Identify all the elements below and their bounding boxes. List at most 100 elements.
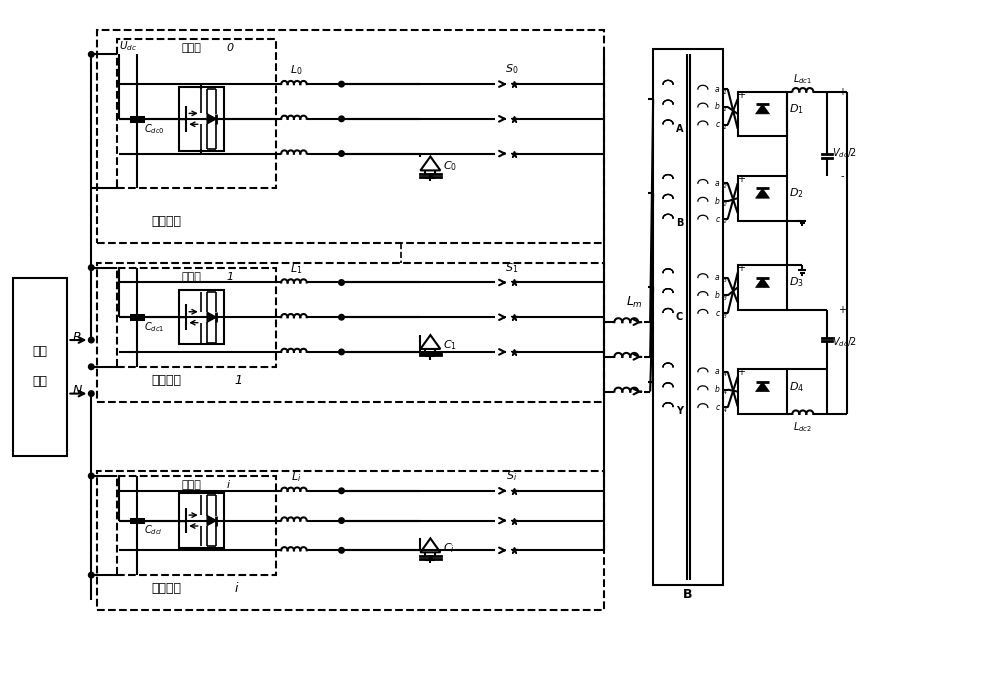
Polygon shape (756, 278, 769, 287)
Text: +: + (737, 263, 745, 273)
Text: N: N (72, 384, 82, 397)
Text: +: + (838, 305, 846, 315)
Text: 阵列: 阵列 (33, 375, 48, 388)
Text: $D_2$: $D_2$ (789, 186, 804, 200)
Polygon shape (756, 104, 769, 114)
Text: B: B (683, 589, 693, 601)
Polygon shape (207, 516, 216, 526)
Text: $L_{dc2}$: $L_{dc2}$ (793, 420, 812, 433)
Text: A: A (676, 124, 683, 134)
Circle shape (88, 265, 94, 271)
Bar (117, 268, 276, 367)
Circle shape (339, 518, 344, 523)
Text: P: P (72, 330, 80, 344)
Polygon shape (756, 382, 769, 392)
Polygon shape (756, 188, 769, 198)
Circle shape (339, 81, 344, 87)
Bar (738, 370, 787, 414)
Text: $C_{dci}$: $C_{dci}$ (144, 523, 163, 537)
Text: 1: 1 (723, 125, 727, 131)
Text: 1: 1 (227, 271, 234, 282)
Text: +: + (737, 174, 745, 184)
Text: +: + (737, 368, 745, 377)
Text: c: c (716, 120, 720, 129)
Text: $C_0$: $C_0$ (443, 159, 457, 173)
Circle shape (88, 364, 94, 370)
Text: 3: 3 (723, 278, 727, 283)
Circle shape (88, 391, 94, 396)
Text: $S_1$: $S_1$ (505, 261, 519, 275)
Text: a: a (715, 85, 720, 93)
Text: 从逆变器: 从逆变器 (152, 582, 182, 595)
Text: 3: 3 (723, 296, 727, 301)
Text: i: i (234, 582, 238, 595)
Text: $V_{dc}/2$: $V_{dc}/2$ (832, 146, 857, 160)
Text: $D_4$: $D_4$ (789, 380, 804, 394)
Text: C: C (676, 312, 683, 322)
Text: $V_{dc}/2$: $V_{dc}/2$ (832, 336, 857, 350)
Text: -: - (840, 171, 844, 181)
Text: 2: 2 (723, 184, 727, 189)
Text: c: c (716, 214, 720, 223)
Text: 光伏: 光伏 (33, 346, 48, 359)
Text: 1: 1 (723, 89, 727, 95)
Text: 逆变桥: 逆变桥 (182, 43, 202, 54)
Text: B: B (676, 218, 683, 228)
Text: b: b (715, 196, 720, 205)
Bar (117, 476, 276, 575)
Text: +: + (737, 89, 745, 100)
Bar (179, 290, 224, 344)
Circle shape (339, 488, 344, 493)
Text: Y: Y (676, 407, 683, 416)
Text: 4: 4 (723, 390, 727, 395)
Bar (97, 30, 604, 243)
Text: $C_{dc0}$: $C_{dc0}$ (144, 122, 165, 135)
Circle shape (88, 572, 94, 578)
Bar (13, 278, 67, 456)
Text: 4: 4 (723, 408, 727, 413)
Text: $L_{dc1}$: $L_{dc1}$ (793, 72, 812, 86)
Text: b: b (715, 291, 720, 300)
Text: 4: 4 (723, 372, 727, 377)
Circle shape (339, 150, 344, 157)
Bar (97, 471, 604, 610)
Text: +: + (838, 87, 846, 97)
Bar (117, 39, 276, 188)
Text: $C_i$: $C_i$ (443, 541, 455, 555)
Text: $U_{dc}$: $U_{dc}$ (119, 40, 137, 54)
Text: b: b (715, 385, 720, 394)
Bar (97, 262, 604, 401)
Circle shape (339, 116, 344, 122)
Text: $L_1$: $L_1$ (290, 262, 302, 275)
Text: $D_3$: $D_3$ (789, 275, 804, 289)
Bar (179, 493, 224, 548)
Polygon shape (207, 114, 216, 124)
Text: $C_1$: $C_1$ (443, 338, 457, 352)
Text: -: - (840, 409, 844, 419)
Text: a: a (715, 179, 720, 188)
Text: 主逆变器: 主逆变器 (152, 215, 182, 228)
Bar (179, 87, 224, 151)
Circle shape (88, 52, 94, 57)
Text: 逆变桥: 逆变桥 (182, 271, 202, 282)
Text: 1: 1 (234, 374, 242, 387)
Text: a: a (715, 273, 720, 282)
Text: 2: 2 (723, 202, 727, 207)
Bar (738, 176, 787, 221)
Bar (738, 265, 787, 310)
Text: b: b (715, 102, 720, 111)
Circle shape (339, 315, 344, 320)
Circle shape (88, 473, 94, 479)
Text: a: a (715, 368, 720, 376)
Bar (738, 91, 787, 136)
Text: 1: 1 (723, 107, 727, 113)
Text: $D_1$: $D_1$ (789, 102, 804, 116)
Text: 从逆变器: 从逆变器 (152, 374, 182, 387)
Text: $L_0$: $L_0$ (290, 63, 302, 77)
Text: $L_m$: $L_m$ (626, 295, 643, 311)
Text: 0: 0 (227, 43, 234, 54)
Circle shape (339, 349, 344, 354)
Bar (653, 49, 723, 585)
Text: 3: 3 (723, 314, 727, 319)
Circle shape (339, 548, 344, 553)
